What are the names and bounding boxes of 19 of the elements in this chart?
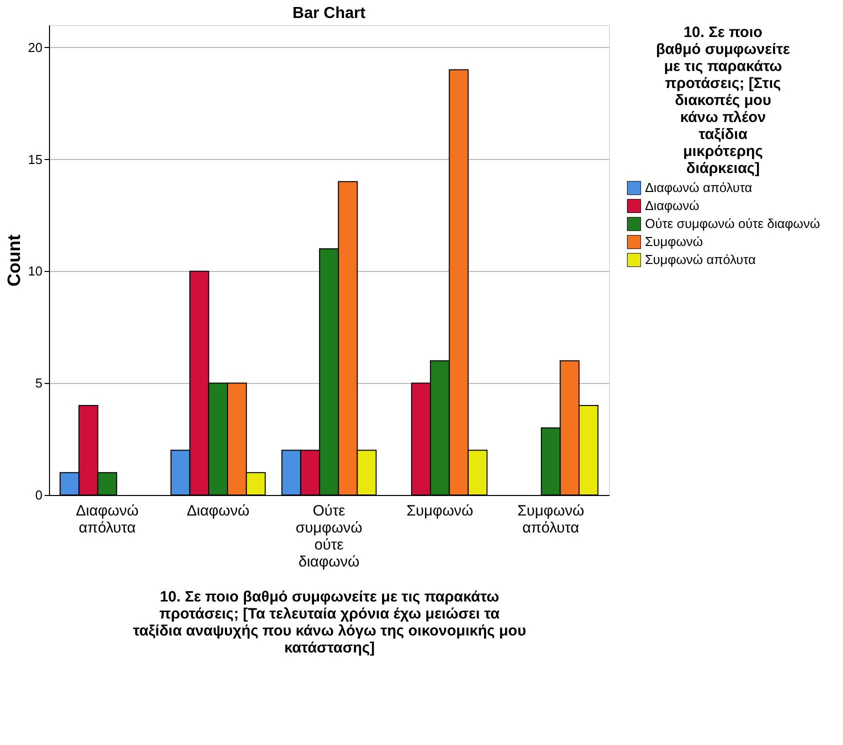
x-tick-label: Ούτε συμφωνώ ούτε διαφωνώ <box>296 502 363 570</box>
legend-label: Ούτε συμφωνώ ούτε διαφωνώ <box>645 216 820 231</box>
x-tick-label: Συμφωνώ <box>406 502 474 520</box>
x-axis-title: 10. Σε ποιο βαθμό συμφωνείτε με τις παρακάτω προτάσεις; [Τα τελευταία χρόνια έχω μειώσει τα ταξίδια αναψυχής που κάνω λόγω της οικονομικής μου κατάστασης] <box>132 588 526 656</box>
legend-label: Διαφωνώ <box>645 198 700 213</box>
chart-title: Bar Chart <box>292 5 366 22</box>
y-tick-label: 0 <box>35 488 42 502</box>
legend-label: Συμφωνώ απόλυτα <box>645 252 756 267</box>
x-tick-label: Συμφωνώ απόλυτα <box>517 502 584 536</box>
y-tick-label: 10 <box>28 264 42 279</box>
y-axis-title: Count <box>4 234 24 286</box>
y-tick-label: 20 <box>28 40 42 55</box>
legend-label: Συμφωνώ <box>645 234 703 249</box>
x-tick-label: Διαφωνώ απόλυτα <box>76 502 139 536</box>
y-tick-label: 15 <box>28 152 42 167</box>
legend-label: Διαφωνώ απόλυτα <box>645 180 753 195</box>
x-tick-label: Διαφωνώ <box>186 502 250 520</box>
text: 10. Σε ποιο βαθμό συμφωνείτε με τις παρακάτω προτάσεις; [Στις διακοπές μου κάνω πλέον ταξίδια μικρότερης διάρκειας] <box>656 24 790 177</box>
y-tick-label: 5 <box>35 376 42 391</box>
